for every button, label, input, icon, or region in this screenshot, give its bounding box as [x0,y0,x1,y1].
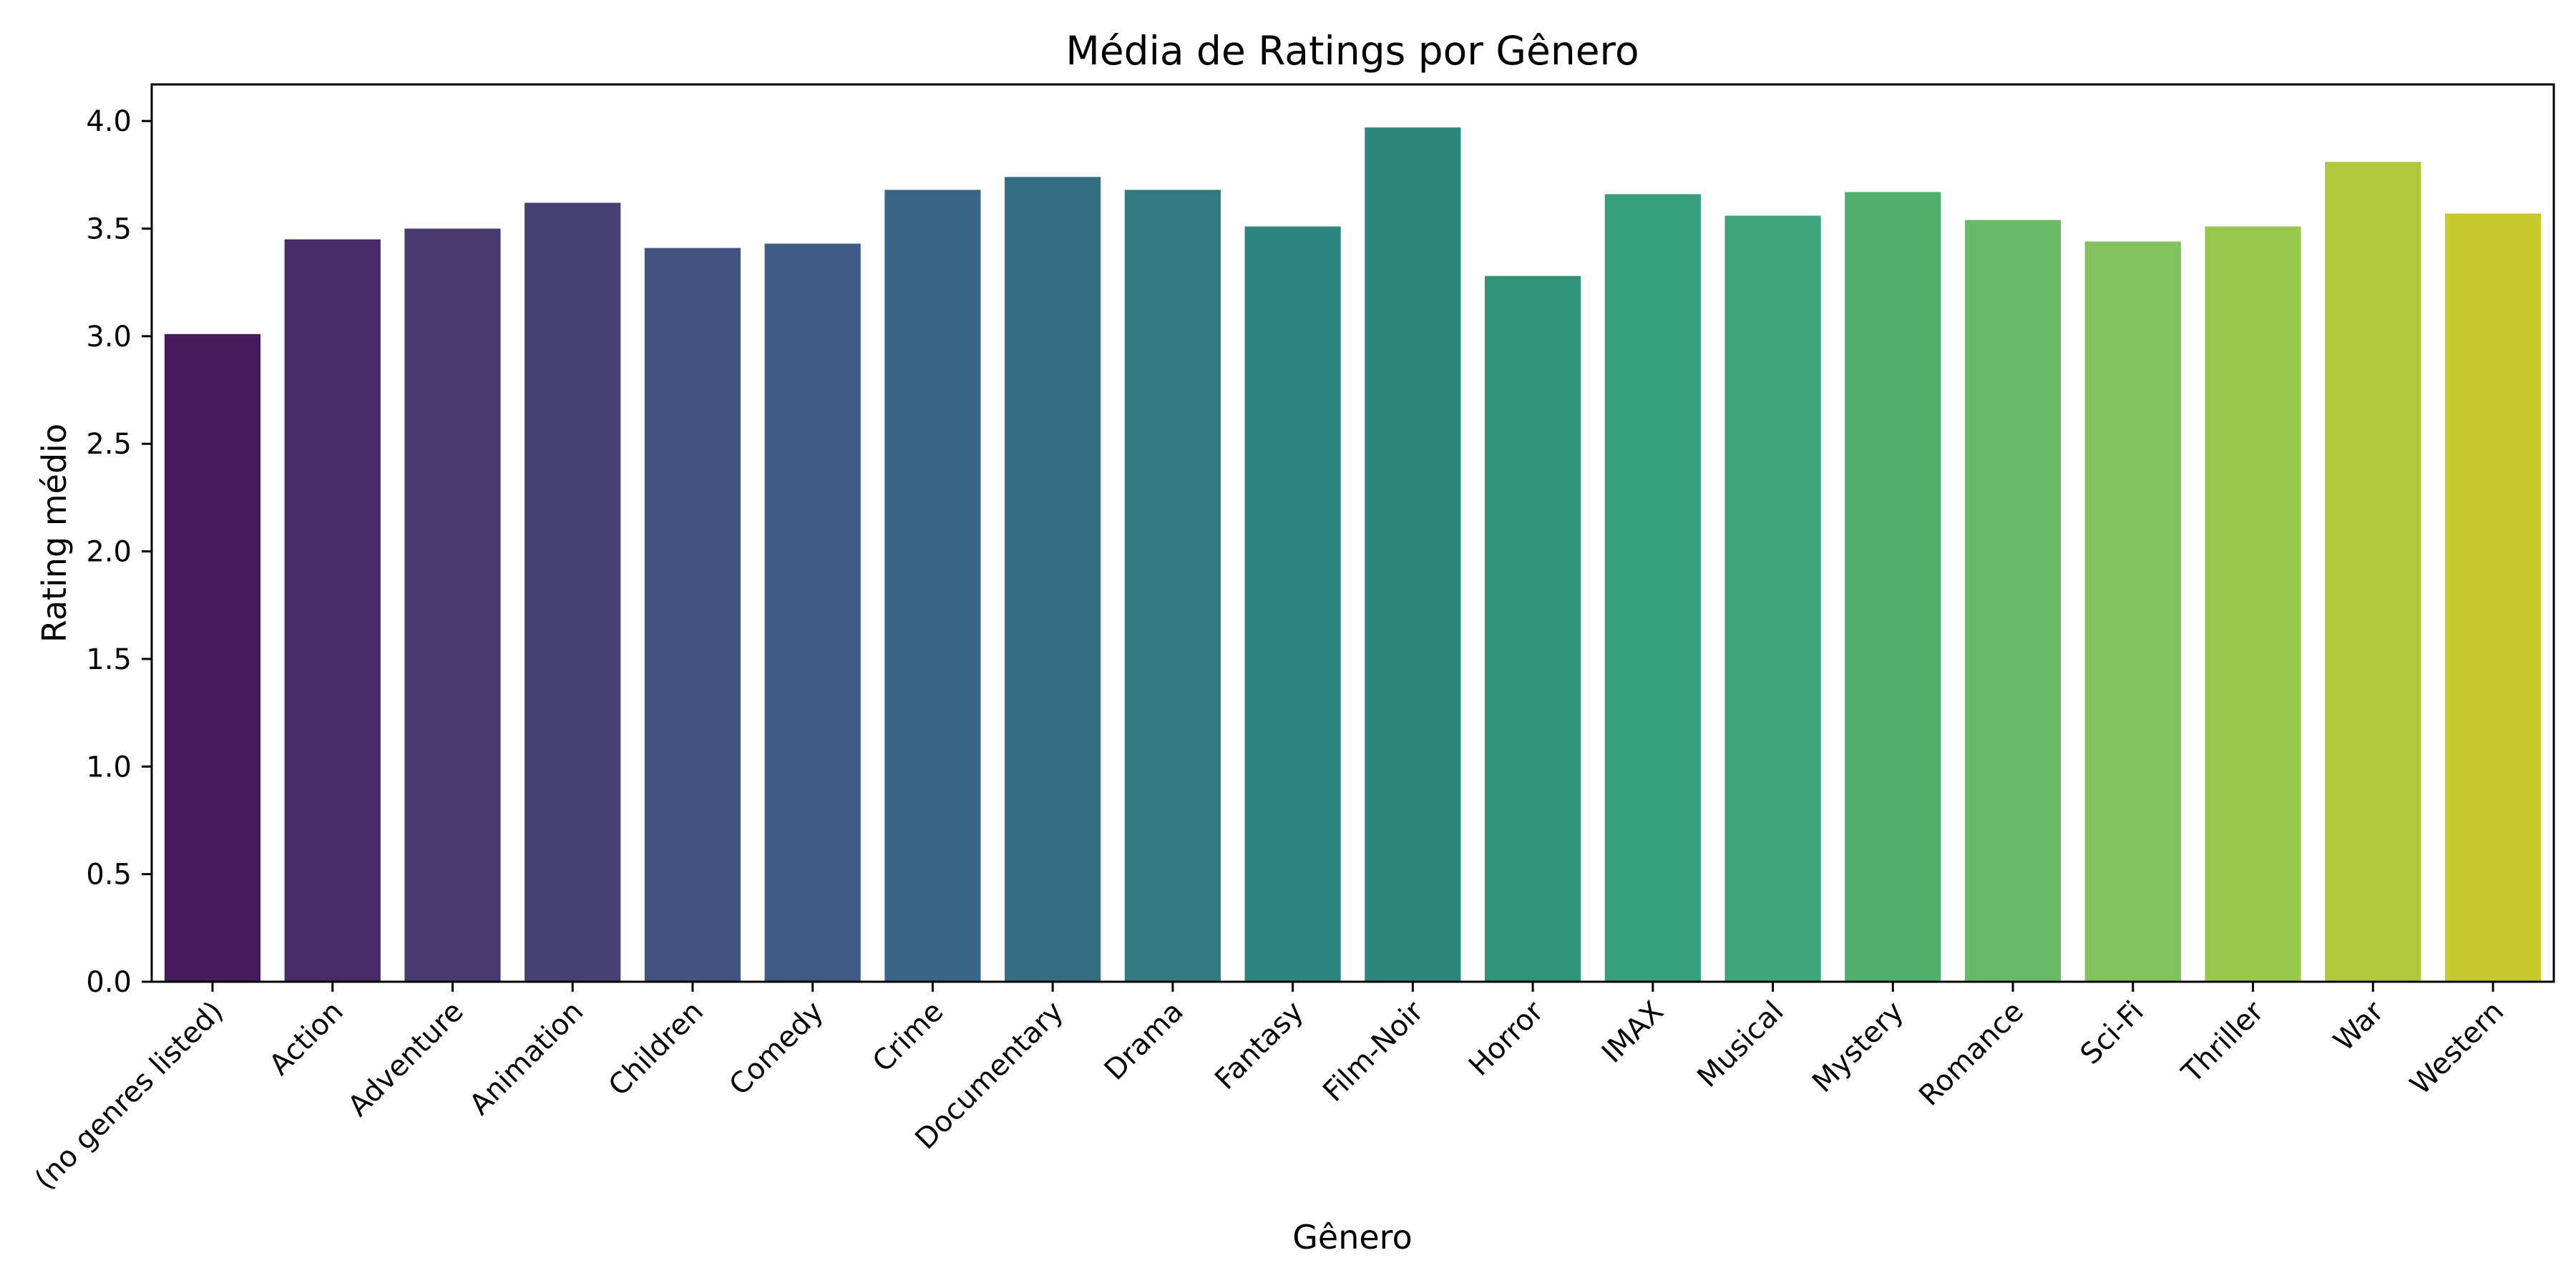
bar [1244,226,1341,982]
y-tick-label: 1.0 [86,751,132,784]
bar [1365,127,1461,982]
bar [1724,215,1821,982]
bar [884,190,981,982]
plot-frame [150,83,2555,983]
y-tick-label: 3.5 [86,213,132,245]
y-tick-label: 2.0 [86,536,132,569]
bar [1604,194,1701,982]
bars-layer [164,127,2542,982]
y-tick-label: 4.0 [86,105,132,138]
bar [1485,275,1581,982]
x-axis-title: Gênero [1292,1218,1412,1257]
bar [1005,177,1101,982]
y-tick-label: 0.5 [86,859,132,892]
bar [2325,162,2421,982]
bar [2084,241,2181,982]
y-axis-title: Rating médio [35,424,74,643]
bar [2205,226,2301,982]
y-tick-label: 3.0 [86,321,132,353]
bar [404,228,501,982]
bar [1845,192,1941,982]
y-axis: 0.0 0.5 1.0 1.5 2.0 2.5 3.0 3.5 4.0 [86,105,152,999]
bar [764,243,861,982]
y-tick-label: 0.0 [86,966,132,999]
bar [644,248,741,982]
y-tick-label: 2.5 [86,428,132,461]
bar [525,203,621,982]
y-tick-label: 1.5 [86,643,132,676]
bar [1124,190,1221,982]
bar [1964,220,2062,982]
chart-title: Média de Ratings por Gênero [1065,28,1639,74]
bar [2444,213,2542,982]
bar [164,333,261,982]
bar [284,239,381,982]
